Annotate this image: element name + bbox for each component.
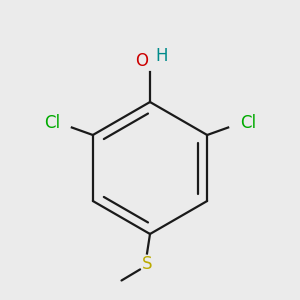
Text: O: O [136,52,148,70]
Text: Cl: Cl [240,114,256,132]
Text: Cl: Cl [44,114,60,132]
Text: H: H [155,47,168,65]
Text: S: S [142,255,152,273]
